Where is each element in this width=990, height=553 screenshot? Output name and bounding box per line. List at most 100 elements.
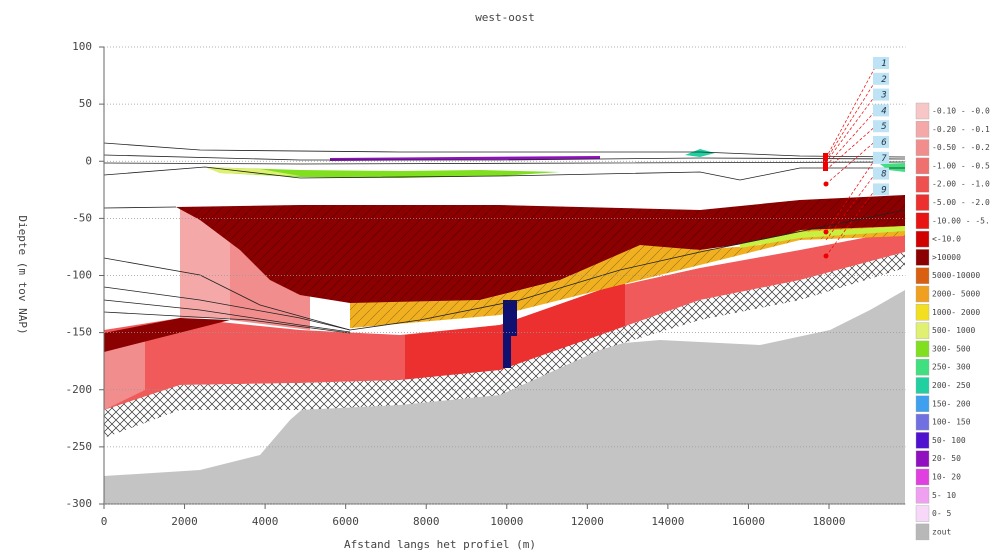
well-label: 6 <box>881 138 886 148</box>
well-label: 9 <box>881 185 886 195</box>
legend-label: >10000 <box>932 253 961 262</box>
legend-swatch <box>915 267 930 284</box>
x-tick-label: 0 <box>101 515 108 528</box>
legend-label: 150- 200 <box>932 399 971 408</box>
legend-swatch <box>915 285 930 303</box>
legend-label: -0.10 - -0.05 <box>932 107 990 116</box>
y-tick-label: 50 <box>79 97 92 110</box>
yellow-layer <box>350 226 905 328</box>
layer-boundary <box>103 286 351 331</box>
well-label-box <box>873 104 889 117</box>
layer-boundary <box>103 142 906 158</box>
legend-swatch <box>915 487 930 504</box>
well-label-box <box>873 57 889 69</box>
y-tick-label: 100 <box>72 40 92 53</box>
legend-label: 10- 20 <box>932 473 961 482</box>
legend-swatch <box>915 523 930 541</box>
legend-label: -2.00 - -1.00 <box>932 180 990 189</box>
legend-swatch <box>915 413 930 431</box>
y-tick-label: -250 <box>66 440 93 453</box>
well-label: 3 <box>880 91 886 101</box>
well-label-box <box>873 151 889 164</box>
x-tick-label: 8000 <box>413 515 440 528</box>
x-axis-label: Afstand langs het profiel (m) <box>344 538 536 551</box>
y-tick-label: -100 <box>66 269 93 282</box>
legend-swatch <box>915 230 930 248</box>
legend-label: 500- 1000 <box>932 326 976 335</box>
x-tick-label: 6000 <box>332 515 359 528</box>
well-markers <box>823 153 829 259</box>
y-tick-label: -300 <box>66 497 93 510</box>
legend-label: 5000-10000 <box>932 271 980 280</box>
legend-swatch <box>915 377 930 394</box>
y-tick-label: -200 <box>66 383 93 396</box>
legend-label: 200- 250 <box>932 381 971 390</box>
y-tick-label: 0 <box>85 154 92 167</box>
legend-label: 300- 500 <box>932 344 971 353</box>
chart-title: west-oost <box>475 11 535 24</box>
legend-label: -0.20 - -0.10 <box>932 125 990 134</box>
shallow-lens <box>685 149 715 157</box>
well-label: 2 <box>881 75 886 85</box>
legend-label: -1.00 - -0.50 <box>932 161 990 170</box>
legend-swatch <box>915 322 930 339</box>
layer-boundary <box>103 209 906 331</box>
dark-red-layer <box>176 195 905 305</box>
layer-boundary <box>103 299 351 333</box>
shallow-lens <box>880 163 905 172</box>
legend-label: <-10.0 <box>932 235 961 244</box>
legend-swatch <box>915 468 930 486</box>
well-label: 5 <box>881 122 886 132</box>
legend-label: -0.50 - -0.20 <box>932 143 990 152</box>
legend-swatch <box>915 212 930 230</box>
well <box>503 300 511 368</box>
legend-label: 5- 10 <box>932 491 956 500</box>
x-tick-label: 12000 <box>571 515 604 528</box>
legend-label: 0- 5 <box>932 509 951 518</box>
well-label: 8 <box>881 170 886 180</box>
light-zone <box>180 207 230 318</box>
x-tick-label: 4000 <box>252 515 279 528</box>
legend-swatch <box>915 304 930 321</box>
legend-swatch <box>915 121 930 138</box>
hatched-clay <box>104 252 905 438</box>
layer-boundary <box>103 161 906 165</box>
layer-boundary <box>103 154 906 161</box>
well <box>511 300 517 336</box>
legend-swatch <box>915 194 930 211</box>
x-tick-label: 18000 <box>812 515 845 528</box>
legend-swatch <box>915 505 930 522</box>
legend-label: 100- 150 <box>932 418 971 427</box>
cross-section-layers <box>103 61 906 504</box>
y-tick-label: -50 <box>72 211 92 224</box>
legend-label: 2000- 5000 <box>932 290 980 299</box>
well-label-box <box>873 167 889 180</box>
legend-label: -10.00 - -5.00 <box>932 216 990 225</box>
well-label-box <box>873 88 889 101</box>
legend-swatch <box>915 432 930 449</box>
well-ray <box>825 61 879 257</box>
y-axis-label: Diepte (m tov NAP) <box>16 215 29 334</box>
red-zone <box>104 230 905 410</box>
legend-swatch <box>915 359 930 376</box>
well-label: 1 <box>881 59 886 69</box>
well-label: 7 <box>881 154 887 164</box>
layer-boundary <box>103 166 905 181</box>
x-tick-label: 2000 <box>171 515 198 528</box>
layer-boundary <box>103 206 177 209</box>
legend-swatch <box>915 340 930 358</box>
layer-boundary <box>103 311 351 334</box>
legend-swatch <box>915 175 930 193</box>
well-label: 4 <box>881 106 886 116</box>
well-label-box <box>873 136 889 148</box>
well-label-box <box>873 120 889 133</box>
salt-zone <box>104 290 905 504</box>
x-tick-label: 16000 <box>732 515 765 528</box>
green-lens <box>740 226 905 248</box>
legend-swatch <box>915 102 930 120</box>
legend-label: 50- 100 <box>932 436 966 445</box>
legend-label: 20- 50 <box>932 454 961 463</box>
legend-label: 1000- 2000 <box>932 308 980 317</box>
legend-swatch <box>915 157 930 175</box>
